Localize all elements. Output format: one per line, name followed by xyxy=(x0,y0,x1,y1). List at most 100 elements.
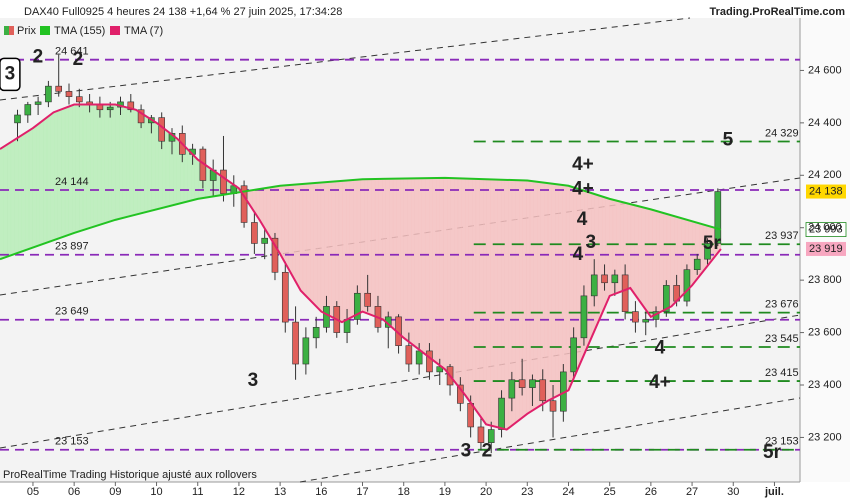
x-tick-label: 19 xyxy=(439,486,451,498)
trend-fill xyxy=(176,138,181,205)
trend-fill xyxy=(144,114,149,213)
trend-fill xyxy=(670,215,675,307)
trend-fill xyxy=(594,194,599,331)
trend-fill xyxy=(255,189,260,220)
price-tag-label: 23 993 xyxy=(809,223,843,235)
x-tick-label: 16 xyxy=(315,486,327,498)
candle-body xyxy=(34,101,42,105)
trend-fill xyxy=(93,104,98,227)
wave-label: 5 xyxy=(723,130,734,151)
level-label: 23 676 xyxy=(765,299,799,311)
trend-fill xyxy=(414,178,419,349)
trend-fill xyxy=(324,181,329,316)
trend-fill xyxy=(544,182,549,404)
legend-swatch xyxy=(40,26,50,35)
trend-fill xyxy=(562,184,567,394)
wave-label: 3 xyxy=(461,440,472,461)
candle-body xyxy=(251,222,258,244)
candle-body xyxy=(137,109,145,124)
x-tick-label: 23 xyxy=(521,486,533,498)
trend-fill xyxy=(479,179,484,421)
candle-body xyxy=(24,104,32,116)
wave-label: 4+ xyxy=(572,154,594,175)
y-tick-label: 23 200 xyxy=(808,431,842,443)
wave-label: 5r xyxy=(703,233,722,254)
trend-fill xyxy=(32,125,37,248)
candle-body xyxy=(601,274,608,284)
channel-lines xyxy=(0,17,801,483)
trend-fill xyxy=(490,179,495,427)
candle-body xyxy=(45,85,52,103)
trend-fill xyxy=(266,187,271,238)
level-label: 24 329 xyxy=(765,127,799,139)
wave-label: 4+ xyxy=(572,179,594,200)
trend-fill xyxy=(627,203,632,290)
candle-body xyxy=(549,400,557,412)
trend-fill xyxy=(540,182,545,406)
trend-fill xyxy=(0,146,4,260)
trend-fill xyxy=(385,178,390,325)
level-label: 23 153 xyxy=(55,436,89,448)
candle-body xyxy=(106,106,114,111)
level-label: 23 937 xyxy=(765,230,799,242)
trend-fill xyxy=(288,184,293,276)
candle-body xyxy=(292,321,299,365)
wave-label: 2 xyxy=(73,49,84,70)
y-tick-label: 23 400 xyxy=(808,379,842,391)
trend-fill xyxy=(104,104,109,224)
candle-body xyxy=(240,185,248,223)
trend-fill xyxy=(436,177,441,366)
trend-fill xyxy=(281,185,286,263)
trend-fill xyxy=(50,112,55,242)
trend-fill xyxy=(619,201,624,292)
trend-fill xyxy=(118,105,123,219)
trend-fill xyxy=(133,109,138,216)
trend-fill xyxy=(378,178,383,320)
level-label: 23 649 xyxy=(55,306,89,318)
trend-fill xyxy=(457,178,462,391)
y-tick-label: 24 400 xyxy=(808,117,842,129)
candle-body xyxy=(312,327,320,339)
channel-line xyxy=(299,397,801,483)
trend-fill xyxy=(122,106,127,219)
trend-fill xyxy=(396,178,401,335)
trend-fill xyxy=(508,179,513,429)
wave-label: 3 xyxy=(585,232,596,253)
candle-body xyxy=(529,379,536,388)
trend-fill xyxy=(68,105,73,235)
trend-fill xyxy=(317,182,322,312)
trend-fill xyxy=(126,107,131,218)
candle-body xyxy=(714,191,722,244)
candle-body xyxy=(621,274,629,312)
trend-fill xyxy=(90,104,95,228)
trend-fill xyxy=(39,120,44,246)
wave-label: 4 xyxy=(573,244,584,265)
x-tick-label: 27 xyxy=(686,486,698,498)
trend-fill xyxy=(555,184,560,398)
trend-fill xyxy=(25,130,30,251)
trend-fill xyxy=(277,185,282,256)
trend-fill xyxy=(82,104,87,231)
trend-fill xyxy=(129,108,134,217)
trend-fill xyxy=(21,133,26,252)
trend-fill xyxy=(598,195,603,322)
trend-fill xyxy=(501,179,505,430)
trend-fill xyxy=(306,183,311,301)
trend-fill xyxy=(497,179,502,429)
trend-fill xyxy=(446,177,451,377)
price-tag-label: 24 138 xyxy=(809,185,843,197)
trend-fill xyxy=(652,209,657,317)
trend-fill xyxy=(418,178,423,352)
trend-fill xyxy=(54,110,58,241)
trend-fill xyxy=(10,139,15,256)
candle-body xyxy=(436,366,444,373)
trend-fill xyxy=(454,178,459,386)
trend-fill xyxy=(656,210,660,315)
x-tick-label: 06 xyxy=(68,486,80,498)
candle-body xyxy=(632,311,639,323)
trend-fill xyxy=(338,180,343,322)
trend-fill xyxy=(537,181,541,408)
candle-body xyxy=(65,91,73,97)
trend-fill xyxy=(443,177,448,372)
